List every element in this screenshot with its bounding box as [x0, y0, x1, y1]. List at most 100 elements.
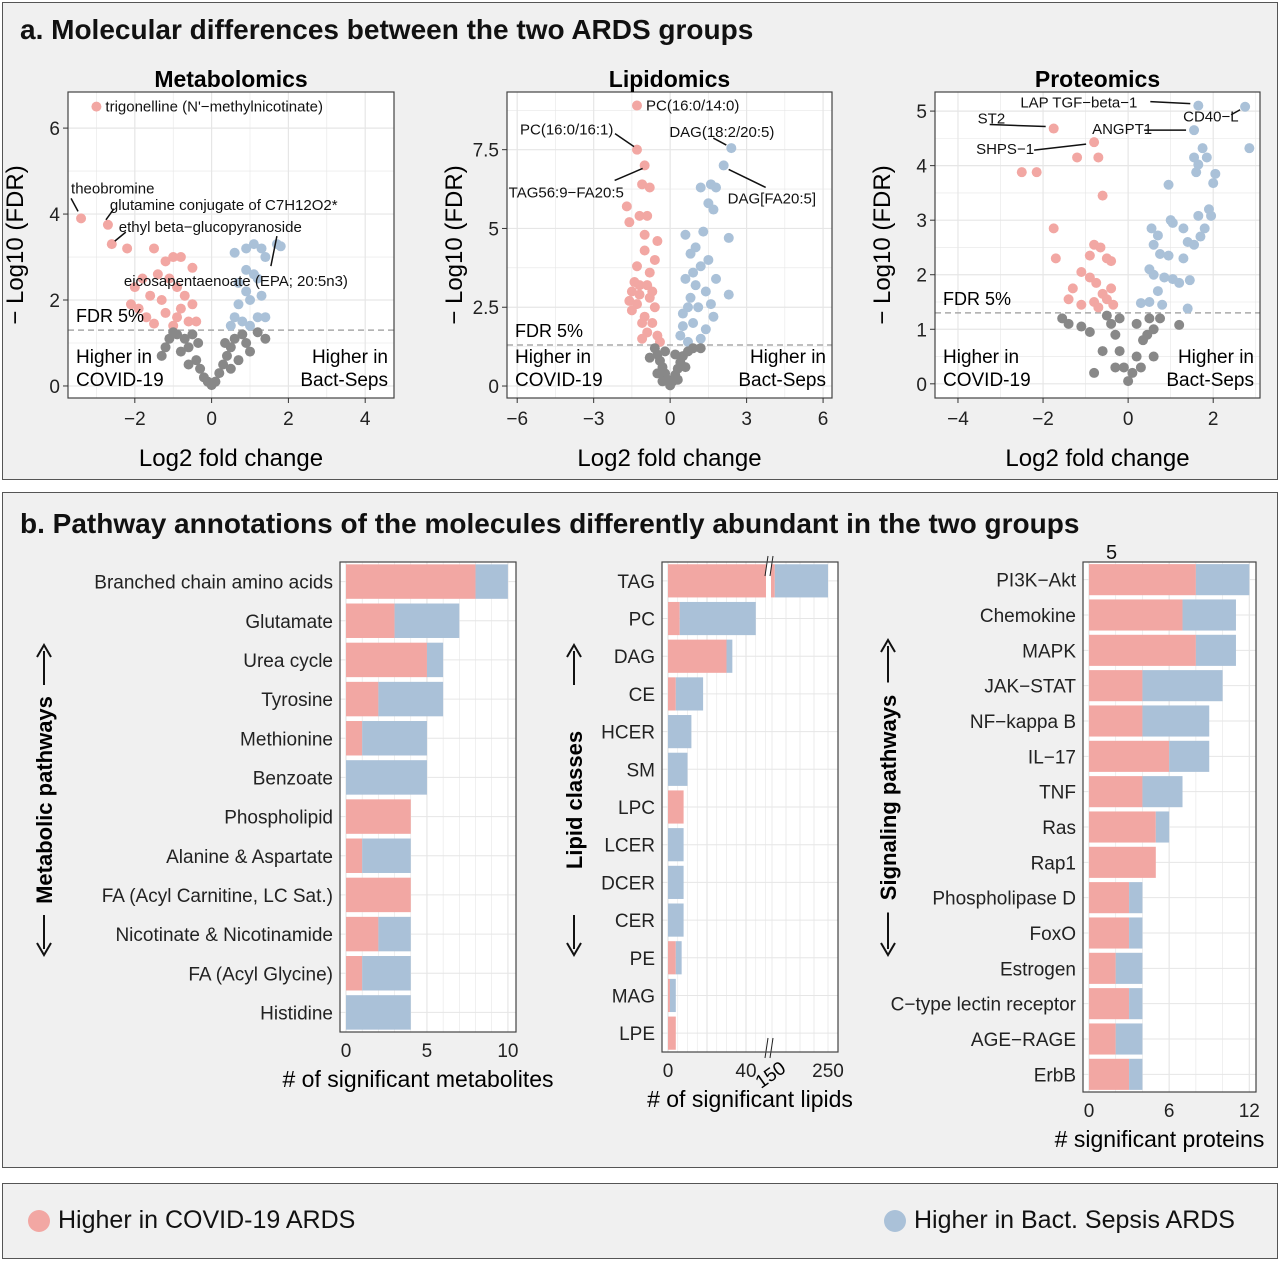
point-label: trigonelline (N'−methylnicotinate): [105, 99, 323, 116]
x-tick-label: 0: [1084, 1101, 1095, 1122]
data-point: [1131, 318, 1142, 329]
bar-covid: [668, 978, 670, 1013]
data-point: [637, 333, 648, 344]
left-note: Higher in: [943, 347, 1019, 368]
bar-sepsis: [362, 838, 411, 873]
data-point: [672, 374, 683, 385]
data-point: [252, 312, 263, 323]
category-label: LPC: [618, 798, 655, 819]
data-point: [241, 264, 252, 275]
data-point: [657, 376, 668, 387]
data-point: [1131, 351, 1142, 362]
left-note: COVID-19: [515, 370, 603, 391]
right-note: Bact-Seps: [1166, 370, 1254, 391]
category-label: SM: [627, 760, 656, 781]
data-point: [141, 312, 152, 323]
data-point: [642, 210, 653, 221]
data-point: [160, 256, 171, 267]
data-point: [1106, 318, 1117, 329]
bar-covid: [346, 956, 363, 991]
data-point: [680, 362, 691, 373]
data-point: [723, 232, 734, 243]
legend-sepsis-label: Higher in Bact. Sepsis ARDS: [914, 1206, 1235, 1234]
bar-sepsis: [726, 639, 733, 673]
data-point: [191, 316, 202, 327]
arrow-up-icon: [36, 643, 52, 658]
data-point: [1163, 179, 1174, 190]
data-point: [647, 317, 658, 328]
arrow-down-icon: [880, 942, 896, 957]
bar-covid: [1089, 882, 1130, 914]
right-note: Higher in: [1178, 347, 1254, 368]
data-point: [1101, 310, 1112, 321]
bar-covid: [1089, 670, 1143, 702]
data-point: [1016, 167, 1027, 178]
data-point: [1174, 277, 1185, 288]
label-leader-line: [614, 133, 635, 148]
point-label: DAG(18:2/20:5): [669, 124, 774, 141]
y-tick-label: 2: [916, 266, 927, 287]
category-label: FA (Acyl Glycine): [188, 964, 333, 985]
data-point: [1076, 299, 1087, 310]
data-point: [1148, 351, 1159, 362]
axis-break-gap: [766, 562, 771, 600]
data-point: [1108, 299, 1119, 310]
category-label: LCER: [604, 836, 655, 857]
data-point: [1118, 362, 1129, 373]
bar-covid: [346, 721, 363, 756]
arrow-up-icon: [880, 638, 896, 653]
bar-covid: [1089, 564, 1196, 596]
data-point: [1097, 190, 1108, 201]
plot-border: [934, 91, 1261, 399]
data-point: [156, 350, 167, 361]
data-point: [1110, 329, 1121, 340]
data-point: [233, 355, 244, 366]
data-point: [639, 229, 650, 240]
data-point: [245, 346, 256, 357]
data-point: [649, 254, 660, 265]
data-point: [1031, 167, 1042, 178]
bar-sepsis: [1182, 599, 1236, 631]
point-label: theobromine: [71, 180, 154, 197]
x-tick-label: −3: [583, 409, 605, 430]
axis-break-mark: [769, 555, 774, 577]
data-point: [1195, 231, 1206, 242]
data-point: [1076, 267, 1087, 277]
data-point: [1089, 137, 1100, 148]
data-point: [1089, 367, 1100, 378]
legend-box: [2, 1183, 1278, 1259]
data-point: [675, 330, 686, 341]
x-tick-label: 2: [283, 409, 294, 430]
bar-chart-2: TAG PC DAG CE HCER SM LPC LCER DCER CER PE MAG LPE 0 4…: [561, 555, 853, 1112]
label-leader-line: [114, 231, 127, 242]
data-point: [252, 273, 263, 284]
data-point: [1193, 210, 1204, 221]
bar-covid: [346, 642, 427, 678]
data-point: [629, 277, 640, 288]
x-tick-label: 0: [341, 1041, 352, 1062]
data-point: [1123, 376, 1134, 387]
data-point: [172, 282, 183, 293]
y-axis-label: − Log10 (FDR): [2, 165, 29, 324]
arrow-up-icon: [566, 643, 582, 658]
bar-covid: [1089, 776, 1143, 808]
data-point: [214, 368, 225, 379]
data-point: [1184, 275, 1195, 286]
data-point: [183, 359, 194, 370]
x-axis-label: # of significant lipids: [647, 1086, 853, 1112]
data-point: [193, 337, 204, 348]
data-point: [225, 363, 236, 374]
data-point: [210, 376, 221, 387]
category-label: Histidine: [260, 1003, 333, 1024]
data-point: [220, 337, 231, 348]
bar-sepsis: [668, 752, 688, 786]
bar-covid: [346, 799, 411, 834]
point-label: ANGPT1: [1092, 121, 1152, 138]
category-label: JAK−STAT: [984, 677, 1076, 698]
data-point: [122, 243, 133, 254]
bar-sepsis: [669, 978, 676, 1013]
bar-sepsis: [1129, 1058, 1143, 1090]
data-point: [133, 303, 144, 314]
category-label: Branched chain amino acids: [94, 573, 333, 594]
bar-covid: [346, 603, 395, 638]
